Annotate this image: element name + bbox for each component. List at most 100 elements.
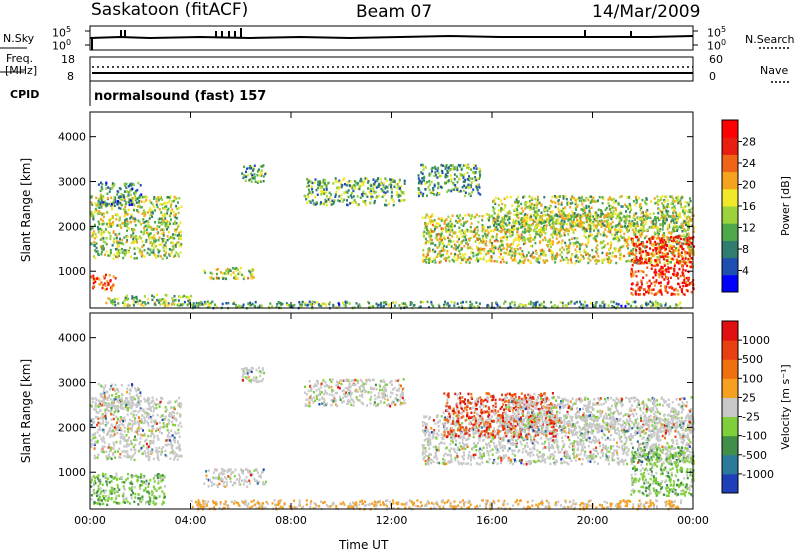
data-cell: [552, 223, 555, 226]
data-cell: [444, 300, 446, 304]
data-cell: [642, 221, 645, 224]
data-cell: [180, 237, 183, 241]
data-cell: [133, 247, 136, 250]
data-cell: [123, 252, 126, 256]
data-cell: [673, 221, 676, 224]
data-cell: [101, 213, 104, 216]
data-cell: [576, 205, 579, 208]
data-cell: [399, 194, 402, 197]
data-cell: [108, 222, 111, 226]
data-cell: [467, 164, 470, 167]
data-cell: [565, 223, 568, 226]
data-cell: [625, 216, 628, 220]
data-cell: [97, 253, 99, 256]
data-cell: [127, 422, 130, 425]
data-cell: [590, 195, 593, 198]
data-cell: [259, 180, 262, 183]
data-cell: [669, 276, 672, 280]
data-cell: [156, 413, 159, 417]
data-cell: [653, 260, 656, 264]
data-cell: [178, 244, 181, 247]
data-cell: [577, 256, 579, 259]
data-cell: [637, 287, 640, 290]
data-cell: [476, 229, 479, 232]
data-cell: [685, 223, 687, 227]
data-cell: [635, 257, 638, 261]
data-cell: [543, 222, 546, 225]
data-cell: [680, 288, 683, 291]
data-cell: [145, 199, 148, 202]
data-cell: [352, 200, 355, 204]
data-cell: [559, 235, 561, 238]
data-cell: [511, 259, 514, 262]
data-cell: [435, 233, 438, 236]
data-cell: [653, 254, 656, 258]
data-cell: [424, 166, 427, 169]
data-cell: [113, 430, 116, 433]
data-cell: [100, 228, 103, 231]
data-cell: [320, 303, 323, 306]
data-cell: [565, 229, 567, 232]
data-cell: [130, 234, 133, 237]
data-cell: [525, 256, 528, 259]
data-cell: [513, 227, 516, 230]
data-cell: [494, 245, 497, 248]
data-cell: [464, 191, 467, 194]
data-cell: [422, 165, 425, 168]
data-cell: [676, 240, 678, 243]
data-cell: [446, 230, 449, 233]
data-cell: [664, 288, 667, 291]
data-cell: [654, 259, 657, 262]
data-cell: [172, 241, 174, 245]
data-cell: [431, 214, 434, 218]
data-cell: [178, 235, 181, 239]
data-cell: [394, 301, 397, 304]
data-cell: [671, 287, 674, 290]
data-cell: [146, 251, 149, 255]
data-cell: [164, 244, 167, 248]
data-cell: [656, 263, 659, 267]
data-cell: [517, 220, 520, 224]
data-cell: [623, 220, 626, 223]
data-cell: [353, 179, 356, 183]
data-cell: [155, 200, 158, 203]
data-cell: [144, 302, 147, 306]
data-cell: [658, 269, 661, 273]
data-cell: [135, 297, 138, 300]
data-cell: [440, 255, 443, 258]
data-cell: [496, 260, 499, 263]
data-cell: [178, 197, 181, 200]
nsky-label: N.Sky: [3, 32, 35, 45]
data-cell: [441, 253, 444, 257]
data-cell: [541, 219, 544, 223]
data-cell: [438, 174, 441, 178]
data-cell: [658, 258, 661, 261]
data-cell: [589, 259, 592, 262]
data-cell: [445, 218, 448, 221]
data-cell: [429, 260, 432, 263]
data-cell: [227, 272, 230, 275]
data-cell: [674, 211, 677, 214]
data-cell: [364, 177, 367, 180]
data-cell: [166, 212, 169, 215]
data-cell: [343, 303, 346, 307]
data-cell: [102, 419, 105, 422]
data-cell: [525, 254, 528, 257]
data-cell: [139, 433, 142, 436]
data-cell: [96, 250, 99, 253]
data-cell: [463, 173, 466, 176]
data-cell: [658, 199, 661, 202]
data-cell: [159, 303, 162, 306]
data-cell: [177, 241, 180, 244]
data-cell: [554, 232, 557, 236]
data-cell: [573, 212, 576, 215]
data-cell: [108, 221, 111, 225]
data-cell: [459, 252, 461, 256]
data-cell: [629, 226, 632, 229]
data-cell: [485, 244, 488, 247]
data-cell: [165, 219, 168, 223]
data-cell: [542, 254, 545, 257]
data-cell: [562, 258, 565, 262]
data-cell: [494, 217, 497, 221]
data-cell: [503, 302, 505, 305]
